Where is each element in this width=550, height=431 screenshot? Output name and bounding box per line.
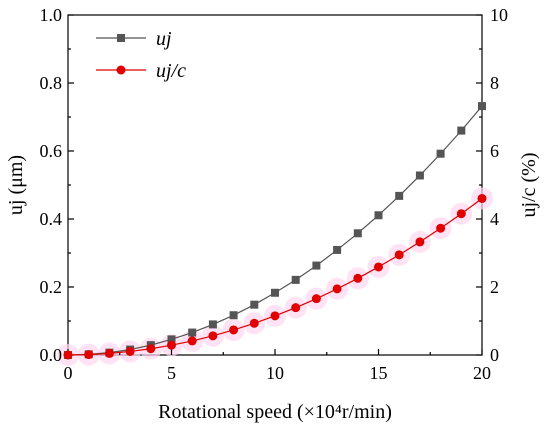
legend-label-uj: uj [156, 28, 172, 50]
y-tick-label: 0.2 [40, 277, 63, 297]
x-tick-label: 0 [64, 363, 73, 383]
y2-tick-label: 8 [490, 73, 499, 93]
data-point [187, 336, 197, 346]
y-tick-label: 0.8 [40, 73, 63, 93]
y2-tick-label: 10 [490, 5, 508, 25]
plot-frame [67, 14, 483, 356]
y2-axis-label: uj/c (%) [518, 153, 540, 218]
legend-entry-uj: uj [96, 28, 172, 50]
data-point [478, 102, 486, 111]
data-point [332, 284, 342, 294]
data-point [208, 320, 217, 329]
y2-tick-label: 4 [490, 209, 499, 229]
data-point [477, 193, 487, 203]
legend-entry-uj-c: uj/c [96, 60, 186, 82]
data-point [312, 261, 321, 270]
y-tick-label: 0.0 [40, 345, 63, 365]
data-point [456, 209, 466, 219]
y2-tick-label: 6 [490, 141, 499, 161]
data-point [146, 344, 156, 354]
legend-label-uj-c: uj/c [156, 60, 186, 82]
x-tick-label: 15 [370, 363, 388, 383]
data-point [84, 350, 94, 360]
data-point [167, 340, 176, 350]
data-point [374, 211, 383, 220]
y-tick-label: 0.6 [40, 141, 63, 161]
data-point [125, 346, 135, 356]
data-point [353, 229, 362, 238]
data-point [63, 350, 73, 360]
data-point [271, 288, 279, 297]
legend: uj uj/c [96, 28, 186, 82]
axis-ticks: 0 5 10 15 20 0.0 0.2 0.4 0.6 0.8 1.0 0 2 4 6 8 10 [40, 5, 509, 383]
legend-marker-uj [117, 34, 125, 42]
data-point [436, 149, 445, 158]
data-point [250, 300, 259, 309]
data-point [457, 126, 466, 135]
data-point [104, 348, 114, 358]
x-tick-label: 20 [473, 363, 491, 383]
data-point [311, 294, 321, 304]
data-point [291, 275, 300, 284]
data-point [415, 237, 425, 247]
data-point [229, 325, 239, 335]
legend-marker-uj-c [116, 65, 126, 75]
data-point [208, 331, 218, 341]
data-point [249, 318, 259, 328]
data-point [415, 171, 424, 180]
series-line [67, 197, 483, 356]
data-point [353, 273, 363, 283]
x-tick-label: 10 [266, 363, 284, 383]
y2-tick-label: 0 [490, 345, 499, 365]
y-axis-label: uj (μm) [5, 155, 27, 215]
data-point [167, 335, 176, 344]
data-point [291, 303, 301, 313]
data-point [229, 311, 238, 320]
series-1 [63, 193, 487, 360]
data-point [333, 245, 342, 254]
series-layer [63, 102, 487, 360]
x-tick-label: 5 [167, 363, 176, 383]
y-tick-label: 0.4 [40, 209, 63, 229]
data-point [188, 328, 197, 337]
data-point [436, 223, 446, 233]
data-point [374, 262, 383, 272]
data-point [394, 250, 404, 260]
data-point [270, 311, 280, 321]
series-shade [57, 187, 493, 366]
data-point [395, 191, 404, 200]
x-axis-label: Rotational speed (×10⁴r/min) [158, 401, 392, 423]
y2-tick-label: 2 [490, 277, 499, 297]
y-tick-label: 1.0 [40, 5, 63, 25]
